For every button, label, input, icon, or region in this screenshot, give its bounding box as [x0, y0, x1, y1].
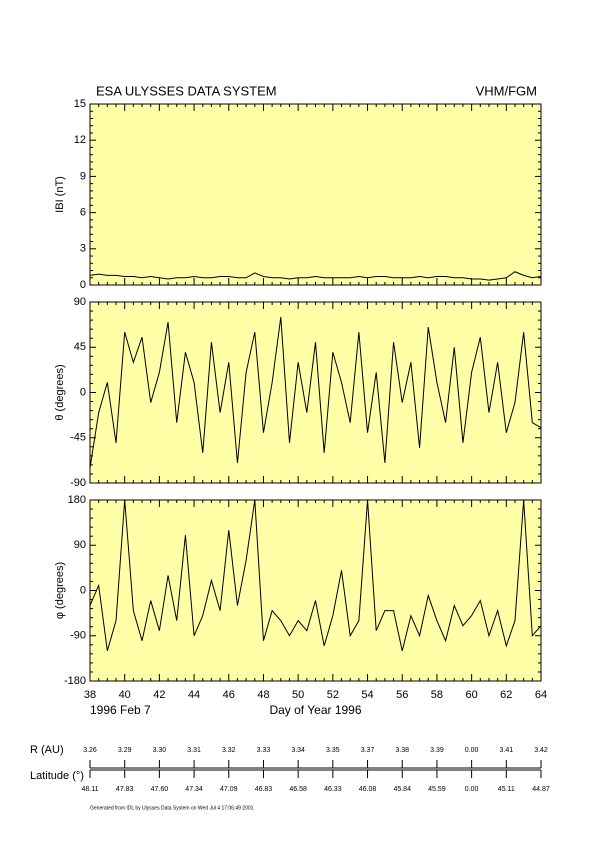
- x-tick-label: 54: [361, 689, 373, 701]
- x-tick-label: 64: [535, 689, 547, 701]
- y-tick-label: -180: [64, 675, 86, 687]
- y-tick-label: 0: [80, 584, 86, 596]
- y-tick-label: 6: [80, 207, 86, 219]
- x-axis-label: Day of Year 1996: [269, 703, 361, 717]
- ephemeris-value: 46.83: [255, 786, 273, 793]
- ephemeris-value: 3.39: [430, 747, 444, 754]
- x-tick-label: 46: [223, 689, 235, 701]
- ephemeris-value: 46.33: [324, 786, 342, 793]
- header-title: ESA ULYSSES DATA SYSTEM: [96, 83, 277, 98]
- ephemeris-value: 46.08: [359, 786, 377, 793]
- y-tick-label: 0: [80, 279, 86, 291]
- plot-area: [89, 499, 542, 682]
- x-tick-label: 50: [292, 689, 304, 701]
- ephemeris-value: 45.11: [498, 786, 515, 793]
- date-label: 1996 Feb 7: [90, 703, 151, 717]
- ephemeris-value: 45.59: [428, 786, 446, 793]
- plot-area: [89, 301, 542, 484]
- ephemeris-value: 3.42: [534, 747, 548, 754]
- x-tick-label: 52: [327, 689, 339, 701]
- ephemeris-value: 0.00: [465, 747, 479, 754]
- data-line: [89, 499, 542, 651]
- y-tick-label: -45: [70, 432, 86, 444]
- ephemeris-value: 3.37: [361, 747, 375, 754]
- ephemeris-value: 3.34: [291, 747, 305, 754]
- ephemeris-value: 3.26: [83, 747, 97, 754]
- y-tick-label: -90: [70, 630, 86, 642]
- y-tick-label: 90: [74, 539, 86, 551]
- y-tick-label: 15: [74, 98, 86, 110]
- y-tick-label: 90: [74, 296, 86, 308]
- x-tick-label: 62: [500, 689, 512, 701]
- plot-area: [89, 103, 542, 286]
- ephemeris-value: 44.87: [532, 786, 550, 793]
- y-tick-label: 45: [74, 341, 86, 353]
- ephemeris-label: R (AU): [30, 744, 64, 756]
- y-tick-label: 180: [68, 494, 86, 506]
- ephemeris-value: 47.60: [151, 786, 169, 793]
- ephemeris-value: 3.35: [326, 747, 340, 754]
- y-tick-label: 0: [80, 386, 86, 398]
- y-tick-label: 3: [80, 243, 86, 255]
- ephemeris-label: Latitude (°): [30, 770, 84, 782]
- data-line: [89, 271, 542, 281]
- x-tick-label: 40: [119, 689, 131, 701]
- x-tick-label: 60: [465, 689, 477, 701]
- ephemeris-value: 46.58: [289, 786, 307, 793]
- x-tick-label: 56: [396, 689, 408, 701]
- y-axis-label: θ (degrees): [54, 364, 66, 420]
- ephemeris-value: 47.83: [116, 786, 134, 793]
- ephemeris-value: 3.38: [395, 747, 409, 754]
- y-tick-label: -90: [70, 477, 86, 489]
- ephemeris-value: 3.30: [153, 747, 167, 754]
- x-tick-label: 48: [257, 689, 269, 701]
- y-tick-label: 9: [80, 170, 86, 182]
- ephemeris-value: 3.29: [118, 747, 132, 754]
- y-axis-label: IBI (nT): [54, 176, 66, 213]
- ephemeris-value: 3.31: [187, 747, 201, 754]
- ephemeris-value: 3.41: [499, 747, 513, 754]
- y-tick-label: 12: [74, 134, 86, 146]
- ephemeris-value: 45.84: [393, 786, 411, 793]
- data-line: [89, 317, 542, 468]
- ephemeris-value: 47.09: [220, 786, 238, 793]
- footer: Generated from IDL by Ulysses Data Syste…: [90, 805, 254, 811]
- ephemeris-value: 3.32: [222, 747, 236, 754]
- ephemeris-value: 0.00: [465, 786, 479, 793]
- ephemeris-value: 47.34: [185, 786, 203, 793]
- x-tick-label: 44: [188, 689, 200, 701]
- x-tick-label: 38: [84, 689, 96, 701]
- ephemeris-value: 48.11: [82, 786, 99, 793]
- x-tick-label: 42: [153, 689, 165, 701]
- ephemeris-value: 3.33: [257, 747, 271, 754]
- y-axis-label: φ (degrees): [54, 562, 66, 619]
- header-instrument: VHM/FGM: [476, 83, 537, 98]
- x-tick-label: 58: [431, 689, 443, 701]
